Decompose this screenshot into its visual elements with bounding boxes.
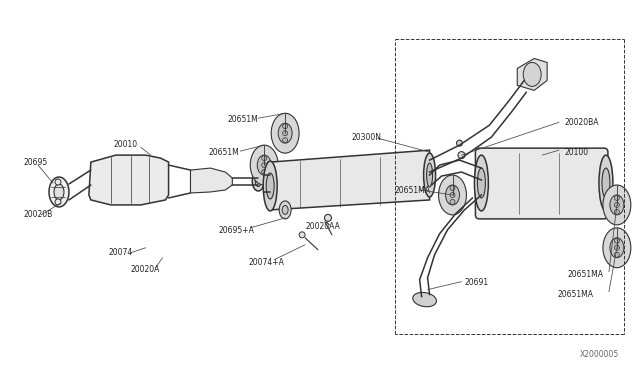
- Ellipse shape: [279, 201, 291, 219]
- Polygon shape: [517, 58, 547, 90]
- Ellipse shape: [424, 153, 436, 197]
- Text: 20020B: 20020B: [23, 210, 52, 219]
- Circle shape: [450, 186, 455, 190]
- Text: 20074+A: 20074+A: [248, 258, 284, 267]
- Text: 20651MA: 20651MA: [557, 290, 593, 299]
- Polygon shape: [191, 168, 232, 193]
- Circle shape: [55, 199, 61, 205]
- Ellipse shape: [602, 168, 610, 198]
- Circle shape: [614, 195, 620, 201]
- Text: 20020A: 20020A: [131, 265, 160, 274]
- Ellipse shape: [255, 176, 261, 186]
- Circle shape: [614, 238, 620, 243]
- Circle shape: [262, 170, 267, 174]
- Circle shape: [614, 202, 620, 208]
- Circle shape: [262, 155, 267, 161]
- Circle shape: [614, 245, 620, 250]
- Ellipse shape: [524, 62, 541, 86]
- Ellipse shape: [599, 155, 613, 211]
- Text: 20651MA: 20651MA: [567, 270, 603, 279]
- FancyBboxPatch shape: [476, 148, 608, 219]
- Ellipse shape: [263, 161, 277, 211]
- Ellipse shape: [413, 292, 436, 307]
- Circle shape: [299, 232, 305, 238]
- Text: 20695+A: 20695+A: [218, 226, 254, 235]
- Ellipse shape: [610, 238, 624, 258]
- Text: 20100: 20100: [564, 148, 588, 157]
- Ellipse shape: [610, 195, 624, 215]
- Polygon shape: [89, 155, 168, 205]
- Ellipse shape: [282, 205, 288, 214]
- Polygon shape: [479, 152, 604, 215]
- Text: 20300N: 20300N: [352, 133, 382, 142]
- Text: 20010: 20010: [114, 140, 138, 149]
- Circle shape: [262, 163, 267, 167]
- Circle shape: [283, 138, 287, 143]
- Text: 20695: 20695: [23, 158, 47, 167]
- Ellipse shape: [438, 175, 467, 215]
- Ellipse shape: [271, 113, 299, 153]
- Ellipse shape: [257, 155, 271, 175]
- Ellipse shape: [603, 228, 631, 268]
- Ellipse shape: [54, 184, 64, 200]
- Circle shape: [450, 192, 455, 198]
- Circle shape: [450, 199, 455, 205]
- Polygon shape: [270, 150, 429, 210]
- Ellipse shape: [250, 145, 278, 185]
- Ellipse shape: [427, 163, 433, 187]
- Ellipse shape: [266, 173, 274, 199]
- Circle shape: [614, 209, 620, 214]
- Circle shape: [324, 214, 332, 221]
- Ellipse shape: [603, 185, 631, 225]
- Circle shape: [614, 252, 620, 257]
- Text: X2000005: X2000005: [580, 350, 619, 359]
- Circle shape: [283, 124, 287, 129]
- Text: 20020BA: 20020BA: [564, 118, 598, 127]
- Circle shape: [283, 131, 287, 136]
- Text: 20691: 20691: [465, 278, 488, 287]
- Ellipse shape: [278, 123, 292, 143]
- Ellipse shape: [252, 171, 264, 191]
- Ellipse shape: [474, 155, 488, 211]
- Ellipse shape: [477, 168, 485, 198]
- Text: 20651M: 20651M: [227, 115, 258, 124]
- Ellipse shape: [445, 185, 460, 205]
- Circle shape: [55, 179, 61, 185]
- Circle shape: [456, 140, 463, 146]
- Circle shape: [458, 152, 465, 158]
- Text: 20651MA: 20651MA: [395, 186, 431, 195]
- Text: 20074: 20074: [109, 248, 133, 257]
- Ellipse shape: [49, 177, 69, 207]
- Text: 20651M: 20651M: [209, 148, 239, 157]
- Text: 20020AA: 20020AA: [305, 222, 340, 231]
